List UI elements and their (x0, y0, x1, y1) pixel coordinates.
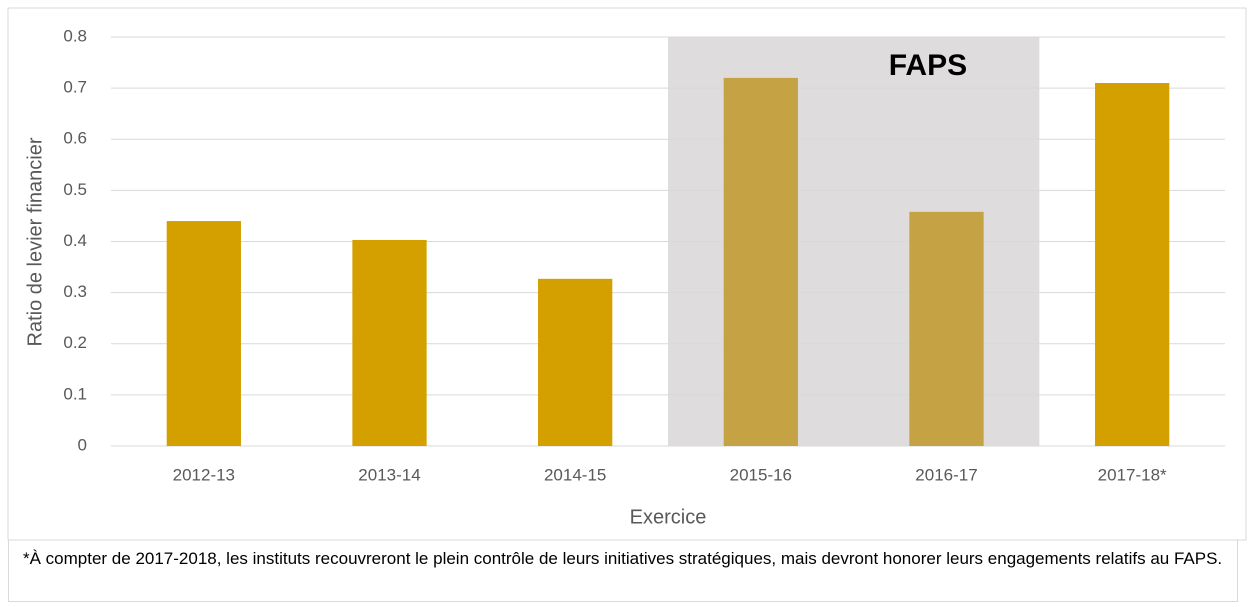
y-tick-label: 0 (78, 435, 87, 454)
highlight-label: FAPS (889, 49, 967, 82)
y-tick-label: 0.1 (63, 384, 87, 403)
x-tick-label: 2013-14 (358, 465, 420, 484)
y-tick-label: 0.7 (63, 78, 87, 97)
chart: Ratio de levier financier Exercice FAPS 0… (7, 7, 1247, 541)
x-tick-label: 2017-18* (1098, 465, 1167, 484)
x-tick-label: 2012-13 (173, 465, 235, 484)
x-tick-label: 2016-17 (915, 465, 977, 484)
footnote: *À compter de 2017-2018, les instituts r… (8, 540, 1238, 602)
bar (166, 221, 241, 446)
y-tick-label: 0.3 (63, 282, 87, 301)
bar (723, 77, 798, 447)
y-axis-title: Ratio de levier financier (24, 137, 46, 346)
y-tick-label: 0.8 (63, 26, 87, 45)
y-tick-label: 0.4 (63, 231, 87, 250)
x-axis-title: Exercice (630, 506, 707, 528)
bar (352, 239, 427, 446)
bar (909, 211, 984, 446)
x-tick-label: 2015-16 (730, 465, 792, 484)
bar (1095, 83, 1170, 446)
y-tick-label: 0.5 (63, 180, 87, 199)
x-tick-label: 2014-15 (544, 465, 606, 484)
y-tick-label: 0.2 (63, 333, 87, 352)
bar (538, 278, 613, 446)
y-tick-label: 0.6 (63, 129, 87, 148)
